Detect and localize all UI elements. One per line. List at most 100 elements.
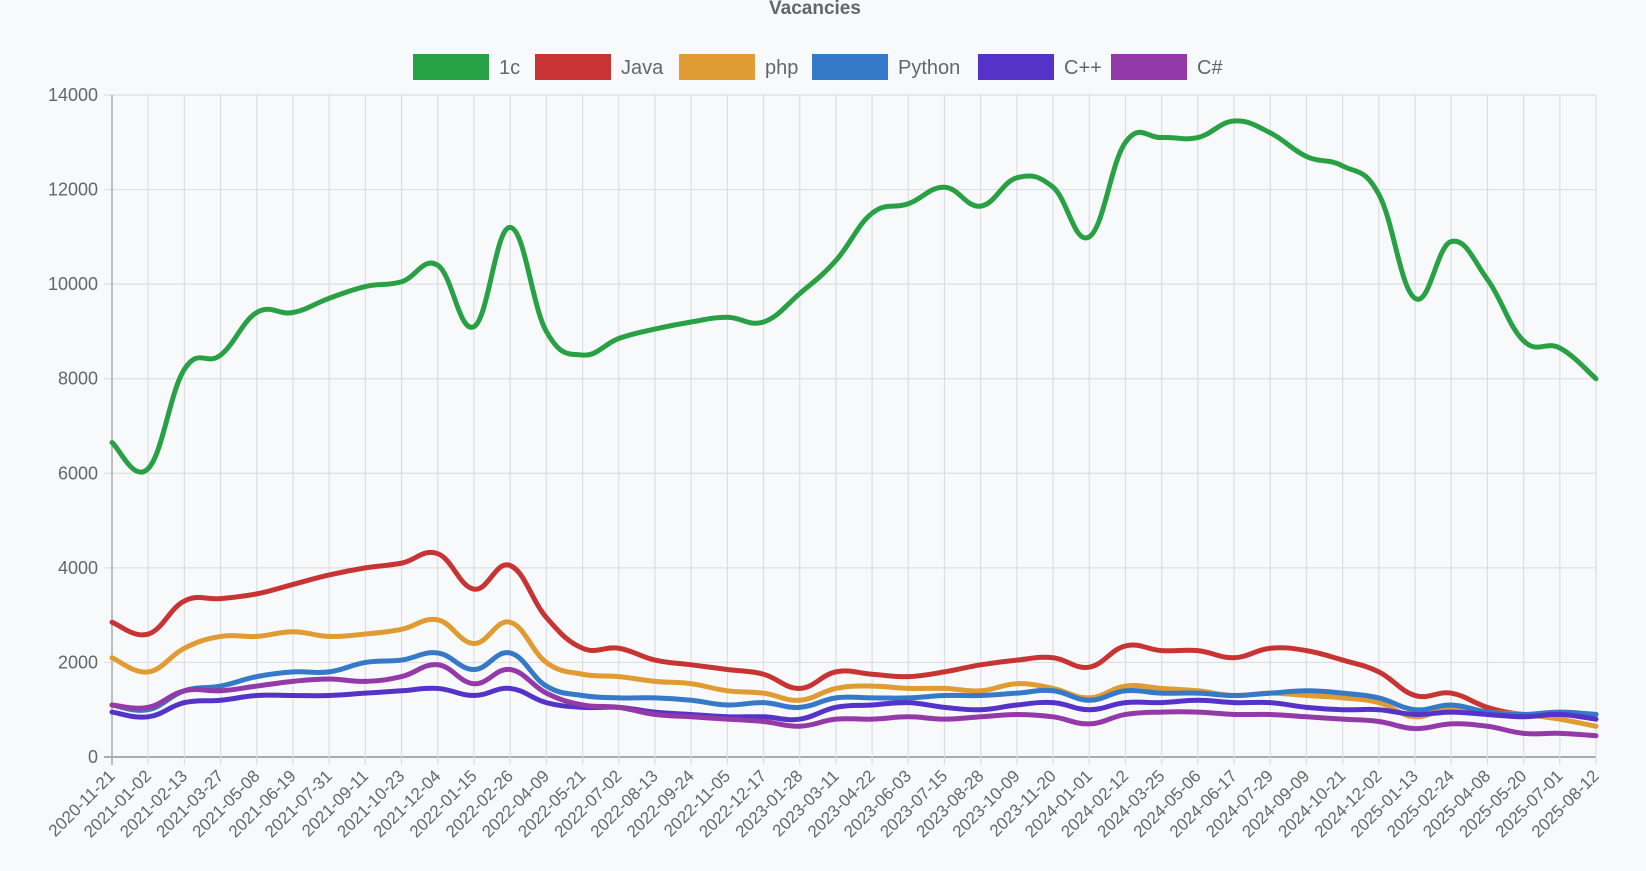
data-point [652,658,657,663]
data-point [870,702,875,707]
data-point [327,572,332,577]
data-point [508,563,513,568]
data-point [1594,717,1598,722]
data-point [1304,154,1309,159]
data-point [580,693,585,698]
data-point [833,695,838,700]
data-point [1051,688,1056,693]
data-point [1087,707,1092,712]
data-point [254,693,259,698]
data-point [1195,691,1200,696]
data-point [1051,714,1056,719]
legend-swatch [413,54,489,80]
data-point [1159,135,1164,140]
legend-swatch [812,54,888,80]
data-point [978,688,983,693]
data-point [471,587,476,592]
data-point [146,669,151,674]
data-point [399,674,404,679]
data-point [978,707,983,712]
data-point [254,310,259,315]
data-point [1557,717,1562,722]
data-point [1232,655,1237,660]
data-point [1413,296,1418,301]
data-point [508,650,513,655]
data-point [1232,693,1237,698]
data-point [471,667,476,672]
data-point [833,686,838,691]
series-line-python [109,650,1599,717]
data-point [1268,691,1273,696]
series-line-cxx [109,685,1599,723]
data-point [1051,655,1056,660]
data-point [363,632,368,637]
data-point [616,646,621,651]
data-point [580,646,585,651]
legend-label: C++ [1064,57,1102,79]
data-point [435,551,440,556]
data-point [978,714,983,719]
data-point [544,660,549,665]
legend-swatch [1111,54,1187,80]
data-point [1449,239,1454,244]
data-point [1449,702,1454,707]
data-point [1123,643,1128,648]
y-tick-label: 14000 [48,85,98,105]
data-point [942,705,947,710]
data-point [508,686,513,691]
data-point [435,263,440,268]
data-point [363,679,368,684]
chart-title: Vacancies [769,0,861,19]
data-point [1594,376,1598,381]
data-point [544,691,549,696]
data-point [1051,185,1056,190]
data-point [761,700,766,705]
legend-item-python[interactable]: Python [812,54,960,80]
data-point [254,674,259,679]
data-point [363,565,368,570]
data-point [797,724,802,729]
data-point [399,688,404,693]
data-point [1123,712,1128,717]
legend-swatch [679,54,755,80]
data-point [110,702,114,707]
legend-swatch [978,54,1054,80]
data-point [761,714,766,719]
data-point [218,353,223,358]
data-point [1232,119,1237,124]
data-point [1087,698,1092,703]
data-point [1557,345,1562,350]
data-point [1485,724,1490,729]
legend-item-java[interactable]: Java [535,54,664,80]
data-point [1195,698,1200,703]
data-point [1485,277,1490,282]
data-point [1087,665,1092,670]
data-point [1268,646,1273,651]
data-point [1159,648,1164,653]
data-point [870,717,875,722]
data-point [1557,712,1562,717]
data-point [580,353,585,358]
data-point [1087,234,1092,239]
data-point [761,672,766,677]
legend-item-cx[interactable]: C# [1111,54,1223,80]
legend-label: php [765,57,798,79]
data-point [1123,684,1128,689]
legend-item-php[interactable]: php [679,54,798,80]
data-point [327,634,332,639]
y-tick-label: 6000 [58,463,98,483]
legend-item-1c[interactable]: 1c [413,54,520,80]
data-point [254,634,259,639]
data-point [942,686,947,691]
data-point [906,714,911,719]
data-point [471,693,476,698]
data-point [508,667,513,672]
data-point [797,686,802,691]
data-point [1123,140,1128,145]
data-point [1159,700,1164,705]
grid [104,94,1597,765]
data-point [1376,719,1381,724]
data-point [1521,731,1526,736]
legend-item-cxx[interactable]: C++ [978,54,1102,80]
data-point [1340,163,1345,168]
